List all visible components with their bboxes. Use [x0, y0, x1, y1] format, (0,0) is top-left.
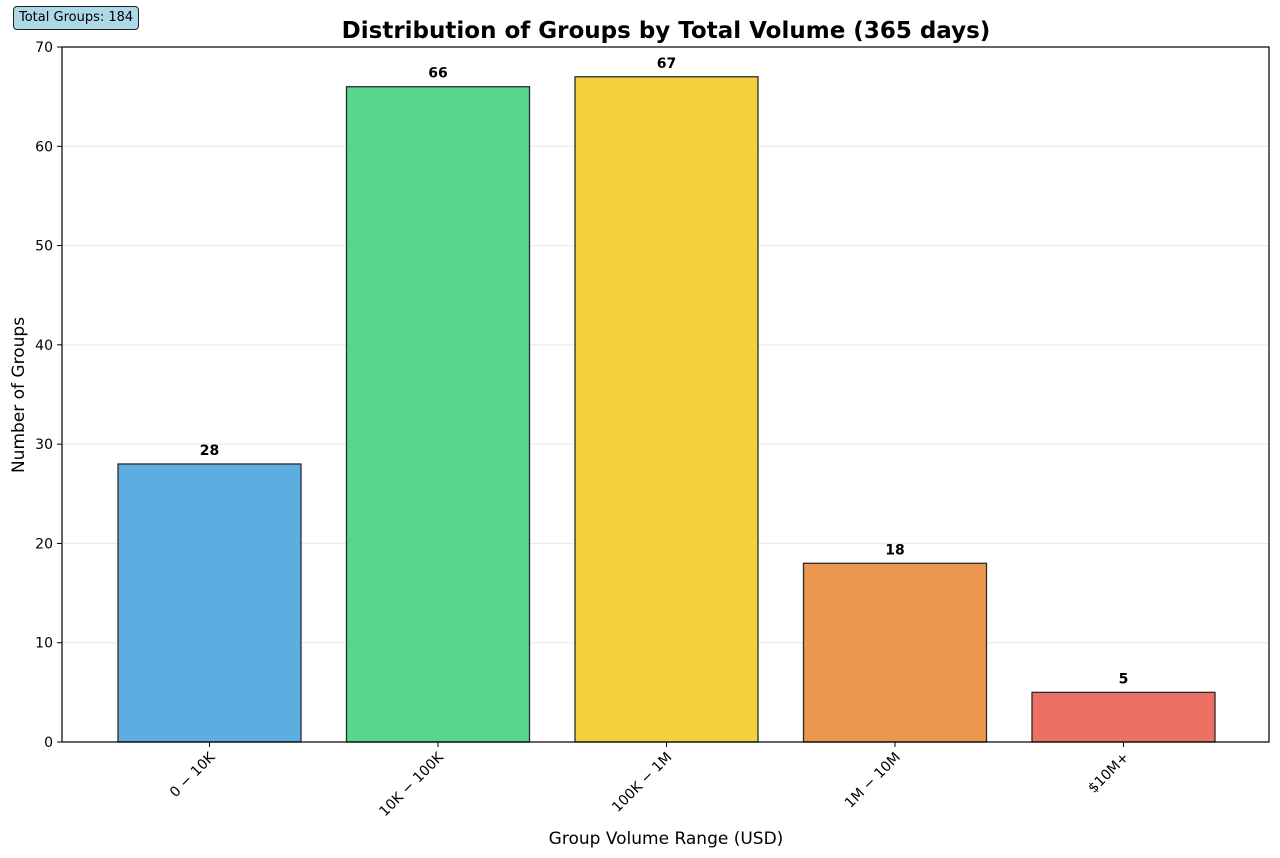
total-groups-badge: Total Groups: 184 — [13, 6, 140, 30]
bar-value-label: 5 — [1119, 671, 1129, 687]
y-axis-label: Number of Groups — [9, 317, 29, 473]
bar — [574, 76, 759, 743]
y-tick-label: 60 — [35, 139, 53, 155]
bars — [117, 76, 1216, 743]
data-labels: 28 66 67 18 5 — [200, 56, 1129, 688]
x-axis: 0 − 10K 10K − 100K 100K − 1M 1M − 10M $10M+ — [167, 742, 1132, 820]
y-tick-label: 10 — [35, 636, 53, 652]
y-tick-label: 0 — [44, 735, 53, 751]
x-tick-label: 0 − 10K — [167, 749, 219, 801]
plot-frame — [61, 46, 1270, 743]
chart-title: Distribution of Groups by Total Volume (… — [342, 18, 991, 44]
bar — [345, 86, 531, 743]
x-tick-label: 10K − 100K — [376, 749, 447, 820]
bar-value-label: 66 — [428, 66, 447, 82]
y-tick-label: 40 — [35, 338, 53, 354]
y-tick-label: 30 — [35, 437, 53, 453]
bar-value-label: 18 — [885, 542, 904, 558]
x-axis-label: Group Volume Range (USD) — [549, 829, 784, 849]
y-tick-label: 50 — [35, 239, 53, 255]
bar — [117, 463, 302, 743]
y-axis: 0 10 20 30 40 50 60 70 — [35, 40, 62, 751]
bar — [802, 562, 988, 743]
x-tick-label: 1M − 10M — [842, 750, 904, 812]
bar-value-label: 67 — [657, 56, 676, 72]
y-tick-label: 70 — [35, 40, 53, 56]
bar — [1031, 691, 1216, 743]
bar-value-label: 28 — [200, 443, 219, 459]
x-tick-label: $10M+ — [1085, 750, 1132, 797]
y-tick-label: 20 — [35, 536, 53, 552]
x-tick-label: 100K − 1M — [609, 750, 675, 816]
